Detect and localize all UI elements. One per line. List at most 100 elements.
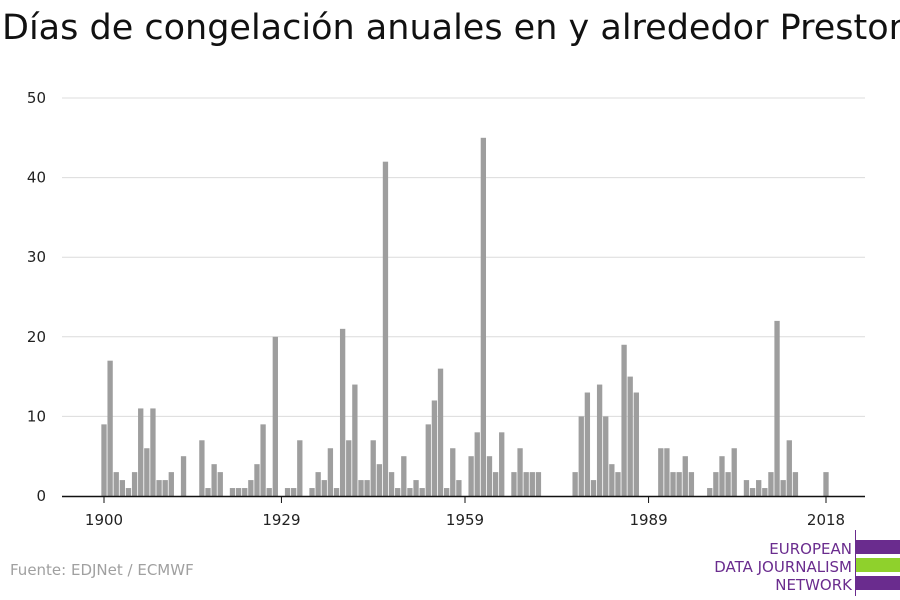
bar-1965: [499, 432, 505, 496]
bar-1994: [676, 472, 682, 496]
bar-2009: [768, 472, 774, 496]
bar-1934: [309, 488, 315, 496]
bar-1987: [633, 392, 639, 496]
bar-1999: [707, 488, 713, 496]
bar-1925: [254, 464, 260, 496]
x-tick-label: 1929: [262, 511, 300, 529]
bar-2013: [792, 472, 799, 496]
bar-1961: [474, 432, 480, 496]
bar-1932: [297, 440, 303, 496]
bar-1978: [578, 416, 584, 496]
bar-2012: [786, 440, 792, 496]
y-tick-label: 0: [36, 487, 46, 505]
bar-1992: [664, 448, 670, 496]
bar-1921: [229, 488, 236, 496]
bar-1924: [248, 480, 254, 496]
bar-1980: [590, 480, 597, 496]
bar-1904: [125, 488, 132, 496]
logo-bar-purple-bottom: [856, 576, 900, 590]
logo-line-3: NETWORK: [775, 576, 852, 594]
bar-1902: [113, 472, 119, 496]
bar-1936: [321, 480, 327, 496]
bar-1967: [511, 472, 517, 496]
bar-1927: [266, 488, 272, 496]
bar-1985: [621, 344, 627, 496]
logo-bar-green: [856, 558, 900, 572]
logo-line-1: EUROPEAN: [769, 540, 852, 558]
bar-2005: [743, 480, 750, 496]
bar-2011: [780, 480, 786, 496]
edjnet-logo: EUROPEAN DATA JOURNALISM NETWORK: [700, 530, 900, 596]
bar-1958: [456, 480, 462, 496]
bar-1908: [150, 408, 156, 496]
bar-1986: [627, 376, 633, 496]
bar-1901: [107, 360, 113, 496]
bar-1910: [162, 480, 168, 496]
x-tick-label: 1959: [446, 511, 484, 529]
y-tick-label: 30: [27, 248, 46, 266]
bar-1964: [492, 472, 499, 496]
bar-1968: [517, 448, 523, 496]
bar-1923: [242, 488, 248, 496]
bar-1909: [156, 480, 162, 496]
y-tick-label: 50: [27, 89, 46, 107]
bar-1970: [529, 472, 535, 496]
x-axis-ticks: 1900 1929 1959 1989 2018: [85, 497, 845, 529]
bar-1979: [584, 392, 591, 496]
bar-1949: [401, 456, 407, 496]
bar-1918: [211, 464, 217, 496]
bar-1963: [486, 456, 493, 496]
logo-bar-purple-top: [856, 540, 900, 554]
gridlines: [62, 97, 865, 417]
bar-1913: [180, 456, 187, 496]
bar-1930: [284, 488, 291, 496]
bar-1993: [670, 472, 676, 496]
bar-1984: [615, 472, 621, 496]
bar-1954: [431, 400, 438, 496]
bar-1906: [138, 408, 144, 496]
bar-1939: [339, 328, 346, 496]
bar-1982: [603, 416, 609, 496]
bar-2006: [749, 488, 756, 496]
bar-1935: [315, 472, 321, 496]
bar-1946: [382, 161, 389, 496]
bar-1945: [376, 464, 382, 496]
bar-1922: [235, 488, 242, 496]
bar-1943: [364, 480, 370, 496]
bar-1941: [352, 384, 358, 496]
bar-1942: [358, 480, 364, 496]
bar-1928: [272, 336, 278, 496]
bar-1947: [388, 472, 395, 496]
bar-1917: [205, 488, 211, 496]
bar-2002: [725, 472, 731, 496]
y-tick-label: 20: [27, 328, 46, 346]
bar-1971: [535, 472, 542, 496]
y-axis-ticks: 0 10 20 30 40 50: [27, 89, 46, 505]
y-tick-label: 40: [27, 169, 46, 187]
bar-1957: [450, 448, 456, 496]
x-tick-label: 1989: [629, 511, 667, 529]
bar-1953: [425, 424, 431, 496]
bar-1996: [688, 472, 695, 496]
bar-2007: [756, 480, 762, 496]
bar-1960: [468, 456, 474, 496]
bar-2000: [713, 472, 719, 496]
bar-1977: [572, 472, 578, 496]
bar-1907: [144, 448, 150, 496]
bar-1956: [443, 488, 450, 496]
bar-1944: [370, 440, 376, 496]
bar-1911: [168, 472, 174, 496]
bar-1969: [523, 472, 529, 496]
bar-2001: [719, 456, 725, 496]
bar-1952: [419, 488, 425, 496]
bar-2003: [731, 448, 737, 496]
bar-2010: [774, 320, 780, 496]
bar-1900: [101, 424, 107, 496]
bar-1995: [682, 456, 688, 496]
bar-1916: [199, 440, 205, 496]
bar-1926: [260, 424, 266, 496]
bar-1940: [346, 440, 352, 496]
bar-1991: [658, 448, 664, 496]
bar-1938: [333, 488, 340, 496]
